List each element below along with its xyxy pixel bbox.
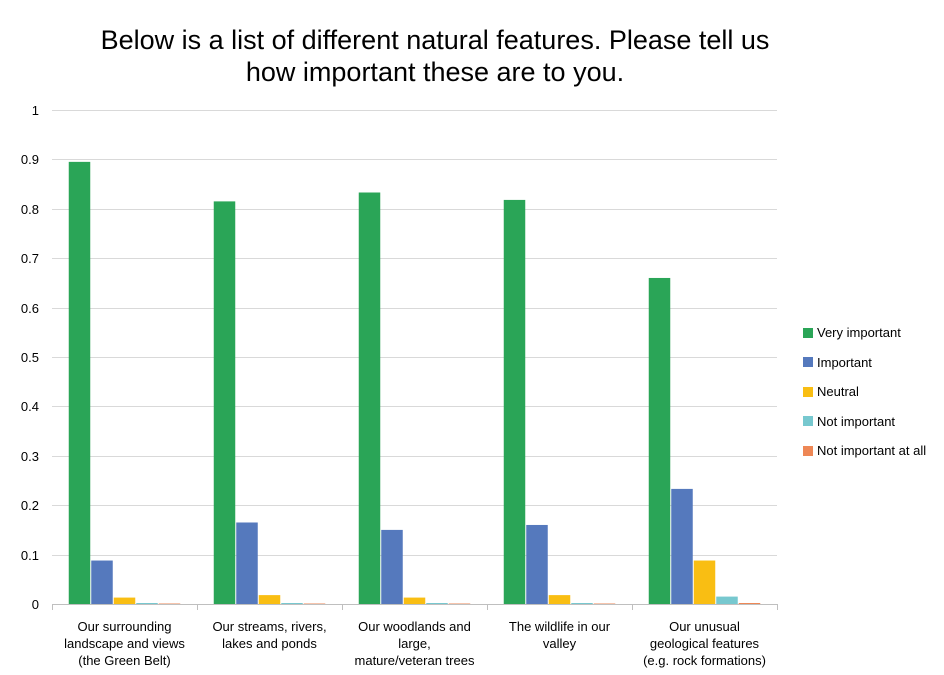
x-tick-label-line: valley xyxy=(542,636,577,651)
x-tick-label-line: (e.g. rock formations) xyxy=(643,653,766,668)
x-tick-label: Our surrounding landscape and views (the G… xyxy=(55,618,195,669)
bar xyxy=(571,603,593,604)
x-tick-label: Our unusual geological features (e.g. rock… xyxy=(635,618,775,669)
x-tick-label-line: geological features xyxy=(649,636,760,651)
bar xyxy=(136,603,158,604)
bar xyxy=(68,161,91,604)
bar xyxy=(693,560,716,604)
y-tick-label: 0.5 xyxy=(21,350,39,365)
y-tick-label: 0.9 xyxy=(21,152,39,167)
bar xyxy=(503,199,526,604)
legend-item: Not important xyxy=(803,407,926,437)
bar xyxy=(548,595,571,604)
legend-item: Very important xyxy=(803,318,926,348)
legend: Very important Important Neutral Not import… xyxy=(803,318,926,466)
y-tick-label: 0.7 xyxy=(21,251,39,266)
x-tick-label-line: landscape and views xyxy=(64,636,185,651)
legend-label: Not important at all xyxy=(817,443,927,459)
legend-swatch xyxy=(803,445,813,456)
chart-title: Below is a list of different natural fea… xyxy=(40,24,830,88)
bar xyxy=(738,603,761,604)
y-tick-label: 0 xyxy=(32,597,39,612)
legend-swatch xyxy=(803,416,813,427)
x-tick-label: The wildlife in our valley xyxy=(490,618,630,652)
legend-label: Neutral xyxy=(817,384,859,400)
x-tick-label-line: Our woodlands and xyxy=(358,619,471,634)
legend-label: Not important xyxy=(817,413,896,429)
y-tick-label: 0.4 xyxy=(21,399,39,414)
bar xyxy=(258,595,281,604)
legend-swatch xyxy=(803,357,813,368)
x-tick-label-line: Our surrounding xyxy=(77,619,172,634)
chart-title-line-2: how important these are to you. xyxy=(245,57,625,87)
x-tick-label-line: lakes and ponds xyxy=(222,636,317,651)
bar xyxy=(213,201,236,604)
bar xyxy=(648,277,671,604)
y-tick-label: 1 xyxy=(32,103,39,118)
bar xyxy=(236,522,258,604)
y-tick-label: 0.1 xyxy=(21,548,39,563)
bar xyxy=(403,597,426,604)
y-tick-label: 0.2 xyxy=(21,498,39,513)
bar xyxy=(358,192,381,604)
x-tick-label-line: mature/veteran trees xyxy=(354,653,475,668)
y-tick-label: 0.8 xyxy=(21,202,39,217)
bar xyxy=(716,596,738,604)
legend-item: Not important at all xyxy=(803,436,926,466)
legend-label: Important xyxy=(817,354,872,370)
x-tick-label-line: Our unusual xyxy=(669,619,740,634)
bar xyxy=(526,524,548,604)
x-tick-label-line: The wildlife in our xyxy=(508,619,611,634)
chart-title-line-1: Below is a list of different natural fea… xyxy=(100,25,770,55)
legend-swatch xyxy=(803,386,813,397)
x-tick-label-line: (the Green Belt) xyxy=(78,653,171,668)
bar xyxy=(381,529,403,604)
bar xyxy=(91,560,113,604)
x-tick-label-line: Our streams, rivers, xyxy=(212,619,327,634)
bar xyxy=(426,603,448,604)
bar xyxy=(281,603,303,604)
legend-item: Important xyxy=(803,348,926,378)
legend-item: Neutral xyxy=(803,377,926,407)
bar xyxy=(671,488,693,604)
y-tick-label: 0.3 xyxy=(21,449,39,464)
x-tick-label-line: large, xyxy=(398,636,431,651)
y-tick-label: 0.6 xyxy=(21,301,39,316)
legend-label: Very important xyxy=(817,325,901,341)
bar xyxy=(113,597,136,604)
legend-swatch xyxy=(803,327,813,338)
x-tick-label: Our woodlands and large, mature/veteran tr… xyxy=(345,618,485,669)
x-tick-label: Our streams, rivers, lakes and ponds xyxy=(200,618,340,652)
